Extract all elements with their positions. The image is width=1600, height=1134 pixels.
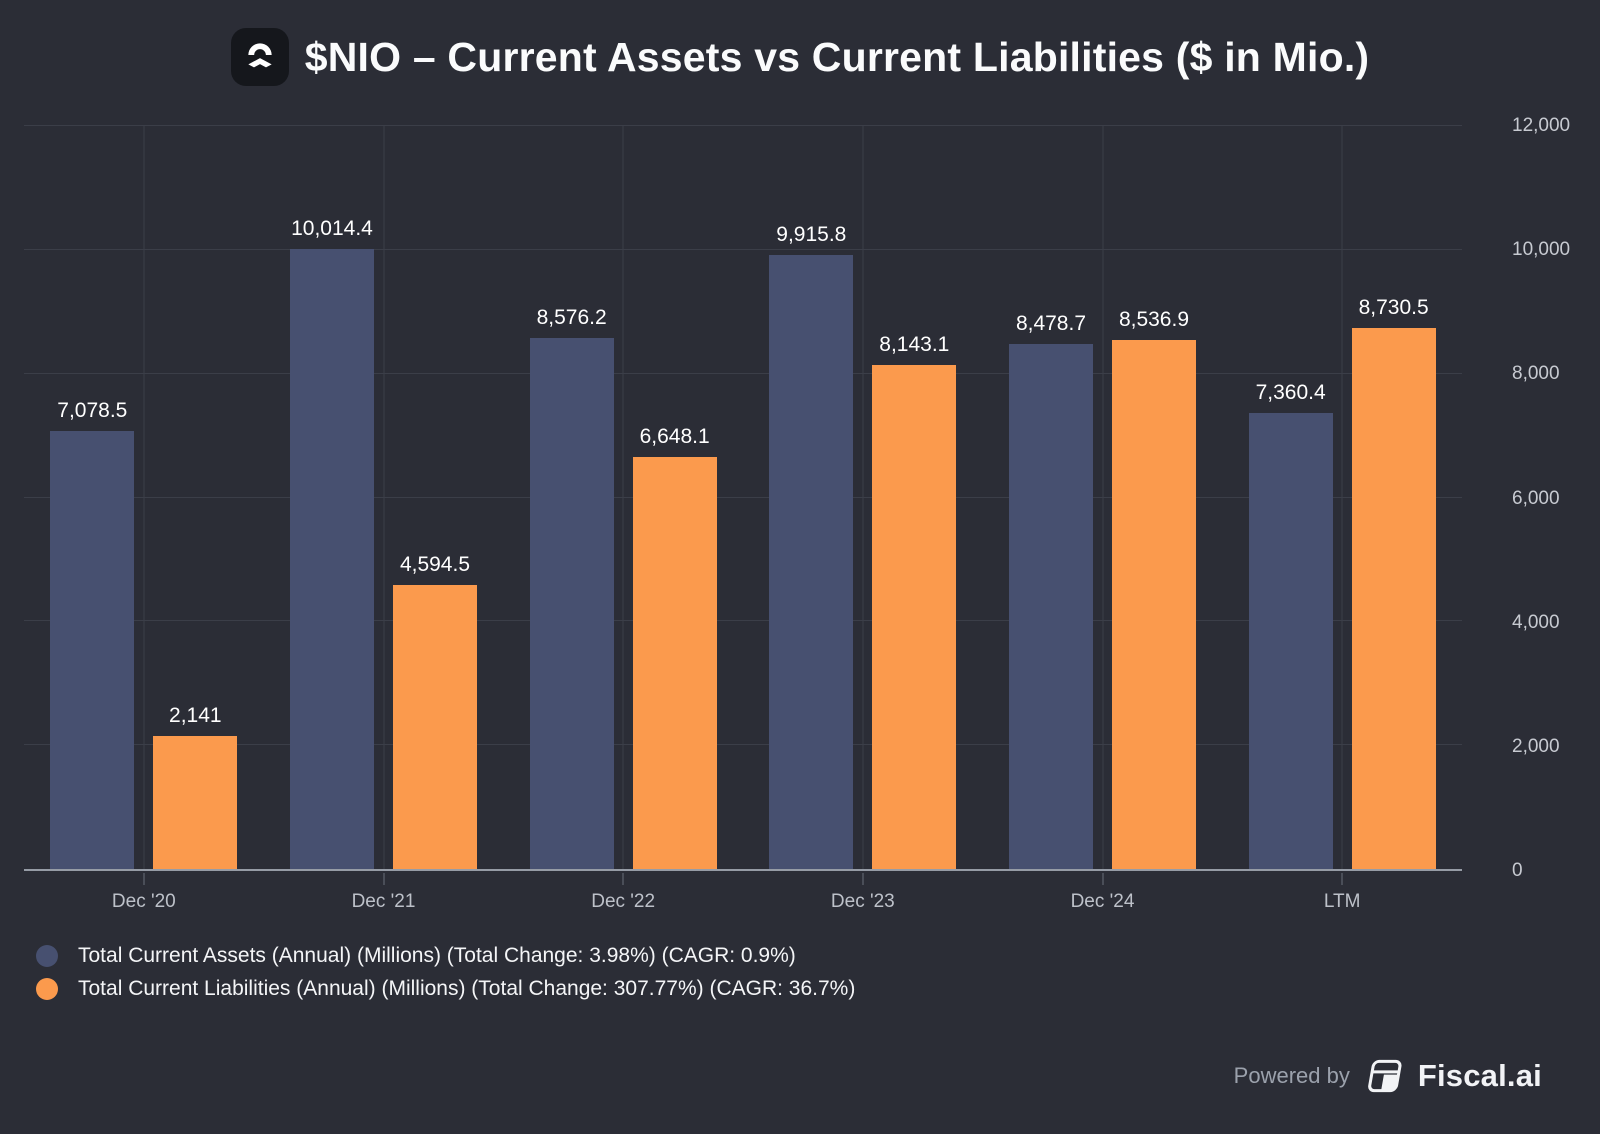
- x-axis-tick-label: Dec '23: [830, 891, 895, 912]
- bar-value-label: 8,730.5: [1358, 296, 1429, 320]
- vertical-gridline: [143, 126, 145, 869]
- legend-dot-icon: [36, 978, 58, 1000]
- y-axis: 0 2,000 4,000 6,000 8,000 10,000 12,000: [1512, 115, 1598, 881]
- fiscal-ai-brand: Fiscal.ai: [1417, 1058, 1542, 1093]
- y-axis-tick-label: 12,000: [1512, 115, 1571, 136]
- x-axis-tick: [1101, 873, 1104, 885]
- y-axis-tick-label: 8,000: [1512, 363, 1560, 385]
- horizontal-gridline: [24, 125, 1462, 126]
- powered-by-label: Powered by: [1233, 1063, 1350, 1088]
- vertical-gridline: [862, 126, 864, 869]
- vertical-gridline: [1102, 126, 1103, 869]
- liabilities-bar-column: 8,143.1: [872, 126, 957, 869]
- vertical-gridline: [622, 126, 624, 869]
- assets-bar-column: 8,478.7: [1008, 126, 1093, 869]
- liabilities-bar[interactable]: [392, 584, 477, 869]
- horizontal-gridline: [24, 248, 1462, 250]
- footer: Powered by Fiscal.ai: [1234, 1058, 1542, 1094]
- y-axis-tick-label: 10,000: [1512, 239, 1571, 261]
- assets-bar[interactable]: [529, 338, 614, 869]
- assets-bar-column: 9,915.8: [769, 126, 854, 869]
- y-axis-tick-label: 6,000: [1512, 487, 1560, 509]
- vertical-gridline: [383, 126, 384, 869]
- bar-value-label: 8,536.9: [1118, 308, 1190, 332]
- fiscal-ai-logo-icon: [1364, 1058, 1406, 1094]
- bar-group: 7,078.5 2,141: [24, 126, 264, 869]
- horizontal-gridline: [24, 620, 1462, 622]
- legend-dot-icon: [36, 945, 58, 967]
- liabilities-bar-column: 4,594.5: [392, 126, 477, 869]
- legend-item-assets[interactable]: Total Current Assets (Annual) (Millions)…: [36, 944, 855, 968]
- assets-bar[interactable]: [50, 430, 135, 869]
- bar-value-label: 7,360.4: [1255, 381, 1326, 405]
- assets-bar[interactable]: [1008, 344, 1093, 869]
- bar-value-label: 8,143.1: [879, 332, 950, 356]
- assets-bar-column: 8,576.2: [529, 126, 614, 869]
- horizontal-gridline: [24, 744, 1462, 746]
- x-axis-tick: [1341, 873, 1344, 885]
- vertical-gridline: [1341, 126, 1343, 869]
- assets-bar[interactable]: [769, 255, 854, 869]
- x-axis-tick: [861, 873, 864, 885]
- liabilities-bar-column: 2,141: [153, 126, 238, 869]
- horizontal-gridline: [24, 496, 1462, 498]
- x-axis-tick-label: Dec '22: [591, 891, 656, 912]
- y-axis-tick-label: 4,000: [1512, 611, 1560, 633]
- plot-area: 7,078.5 2,141 10,014.4 4,594.5 8,576.2 6,648.…: [24, 125, 1462, 871]
- chart-header: $NIO – Current Assets vs Current Liabili…: [0, 28, 1600, 86]
- x-axis: Dec '20 Dec '21 Dec '22 Dec '23 Dec '24 LTM: [24, 873, 1462, 919]
- horizontal-gridline: [24, 372, 1462, 374]
- bar-group: 10,014.4 4,594.5: [264, 126, 504, 869]
- liabilities-bar-column: 8,730.5: [1351, 126, 1436, 869]
- chart-title: $NIO – Current Assets vs Current Liabili…: [304, 33, 1370, 80]
- liabilities-bar[interactable]: [632, 457, 717, 869]
- bar-value-label: 4,594.5: [399, 552, 471, 576]
- liabilities-bar[interactable]: [1351, 328, 1436, 869]
- bar-value-label: 9,915.8: [776, 223, 847, 247]
- x-axis-tick: [622, 873, 625, 885]
- liabilities-bar[interactable]: [872, 364, 957, 869]
- x-axis-tick-label: Dec '21: [351, 891, 416, 912]
- bar-group: 8,478.7 8,536.9: [983, 126, 1223, 869]
- x-axis-tick: [142, 873, 145, 885]
- legend-label: Total Current Liabilities (Annual) (Mill…: [78, 977, 856, 1000]
- y-axis-tick-label: 0: [1512, 860, 1523, 881]
- bar-group: 7,360.4 8,730.5: [1222, 126, 1462, 869]
- bar-group: 9,915.8 8,143.1: [743, 126, 983, 869]
- x-axis-tick-label: Dec '24: [1070, 891, 1135, 912]
- legend-label: Total Current Assets (Annual) (Millions)…: [78, 944, 796, 967]
- assets-bar[interactable]: [289, 248, 374, 869]
- liabilities-bar-column: 8,536.9: [1111, 126, 1196, 869]
- bar-group: 8,576.2 6,648.1: [503, 126, 743, 869]
- bar-value-label: 10,014.4: [291, 216, 373, 240]
- liabilities-bar[interactable]: [1111, 340, 1196, 869]
- bar-value-label: 2,141: [169, 704, 222, 728]
- y-axis-tick-label: 2,000: [1512, 735, 1560, 757]
- assets-bar-column: 7,078.5: [50, 126, 135, 869]
- bar-value-label: 8,478.7: [1015, 312, 1087, 336]
- x-axis-tick-label: LTM: [1323, 891, 1361, 912]
- legend-item-liabilities[interactable]: Total Current Liabilities (Annual) (Mill…: [36, 977, 855, 1001]
- x-axis-tick: [382, 873, 385, 885]
- bar-value-label: 6,648.1: [639, 425, 710, 449]
- x-axis-tick-label: Dec '20: [111, 891, 176, 912]
- legend: Total Current Assets (Annual) (Millions)…: [36, 944, 855, 1001]
- bar-value-label: 7,078.5: [57, 398, 128, 422]
- bar-value-label: 8,576.2: [536, 306, 607, 329]
- assets-bar-column: 10,014.4: [289, 126, 374, 869]
- nio-logo-icon: [230, 28, 289, 86]
- liabilities-bar-column: 6,648.1: [632, 126, 717, 869]
- assets-bar[interactable]: [1248, 413, 1333, 869]
- assets-bar-column: 7,360.4: [1248, 126, 1333, 869]
- liabilities-bar[interactable]: [153, 736, 238, 869]
